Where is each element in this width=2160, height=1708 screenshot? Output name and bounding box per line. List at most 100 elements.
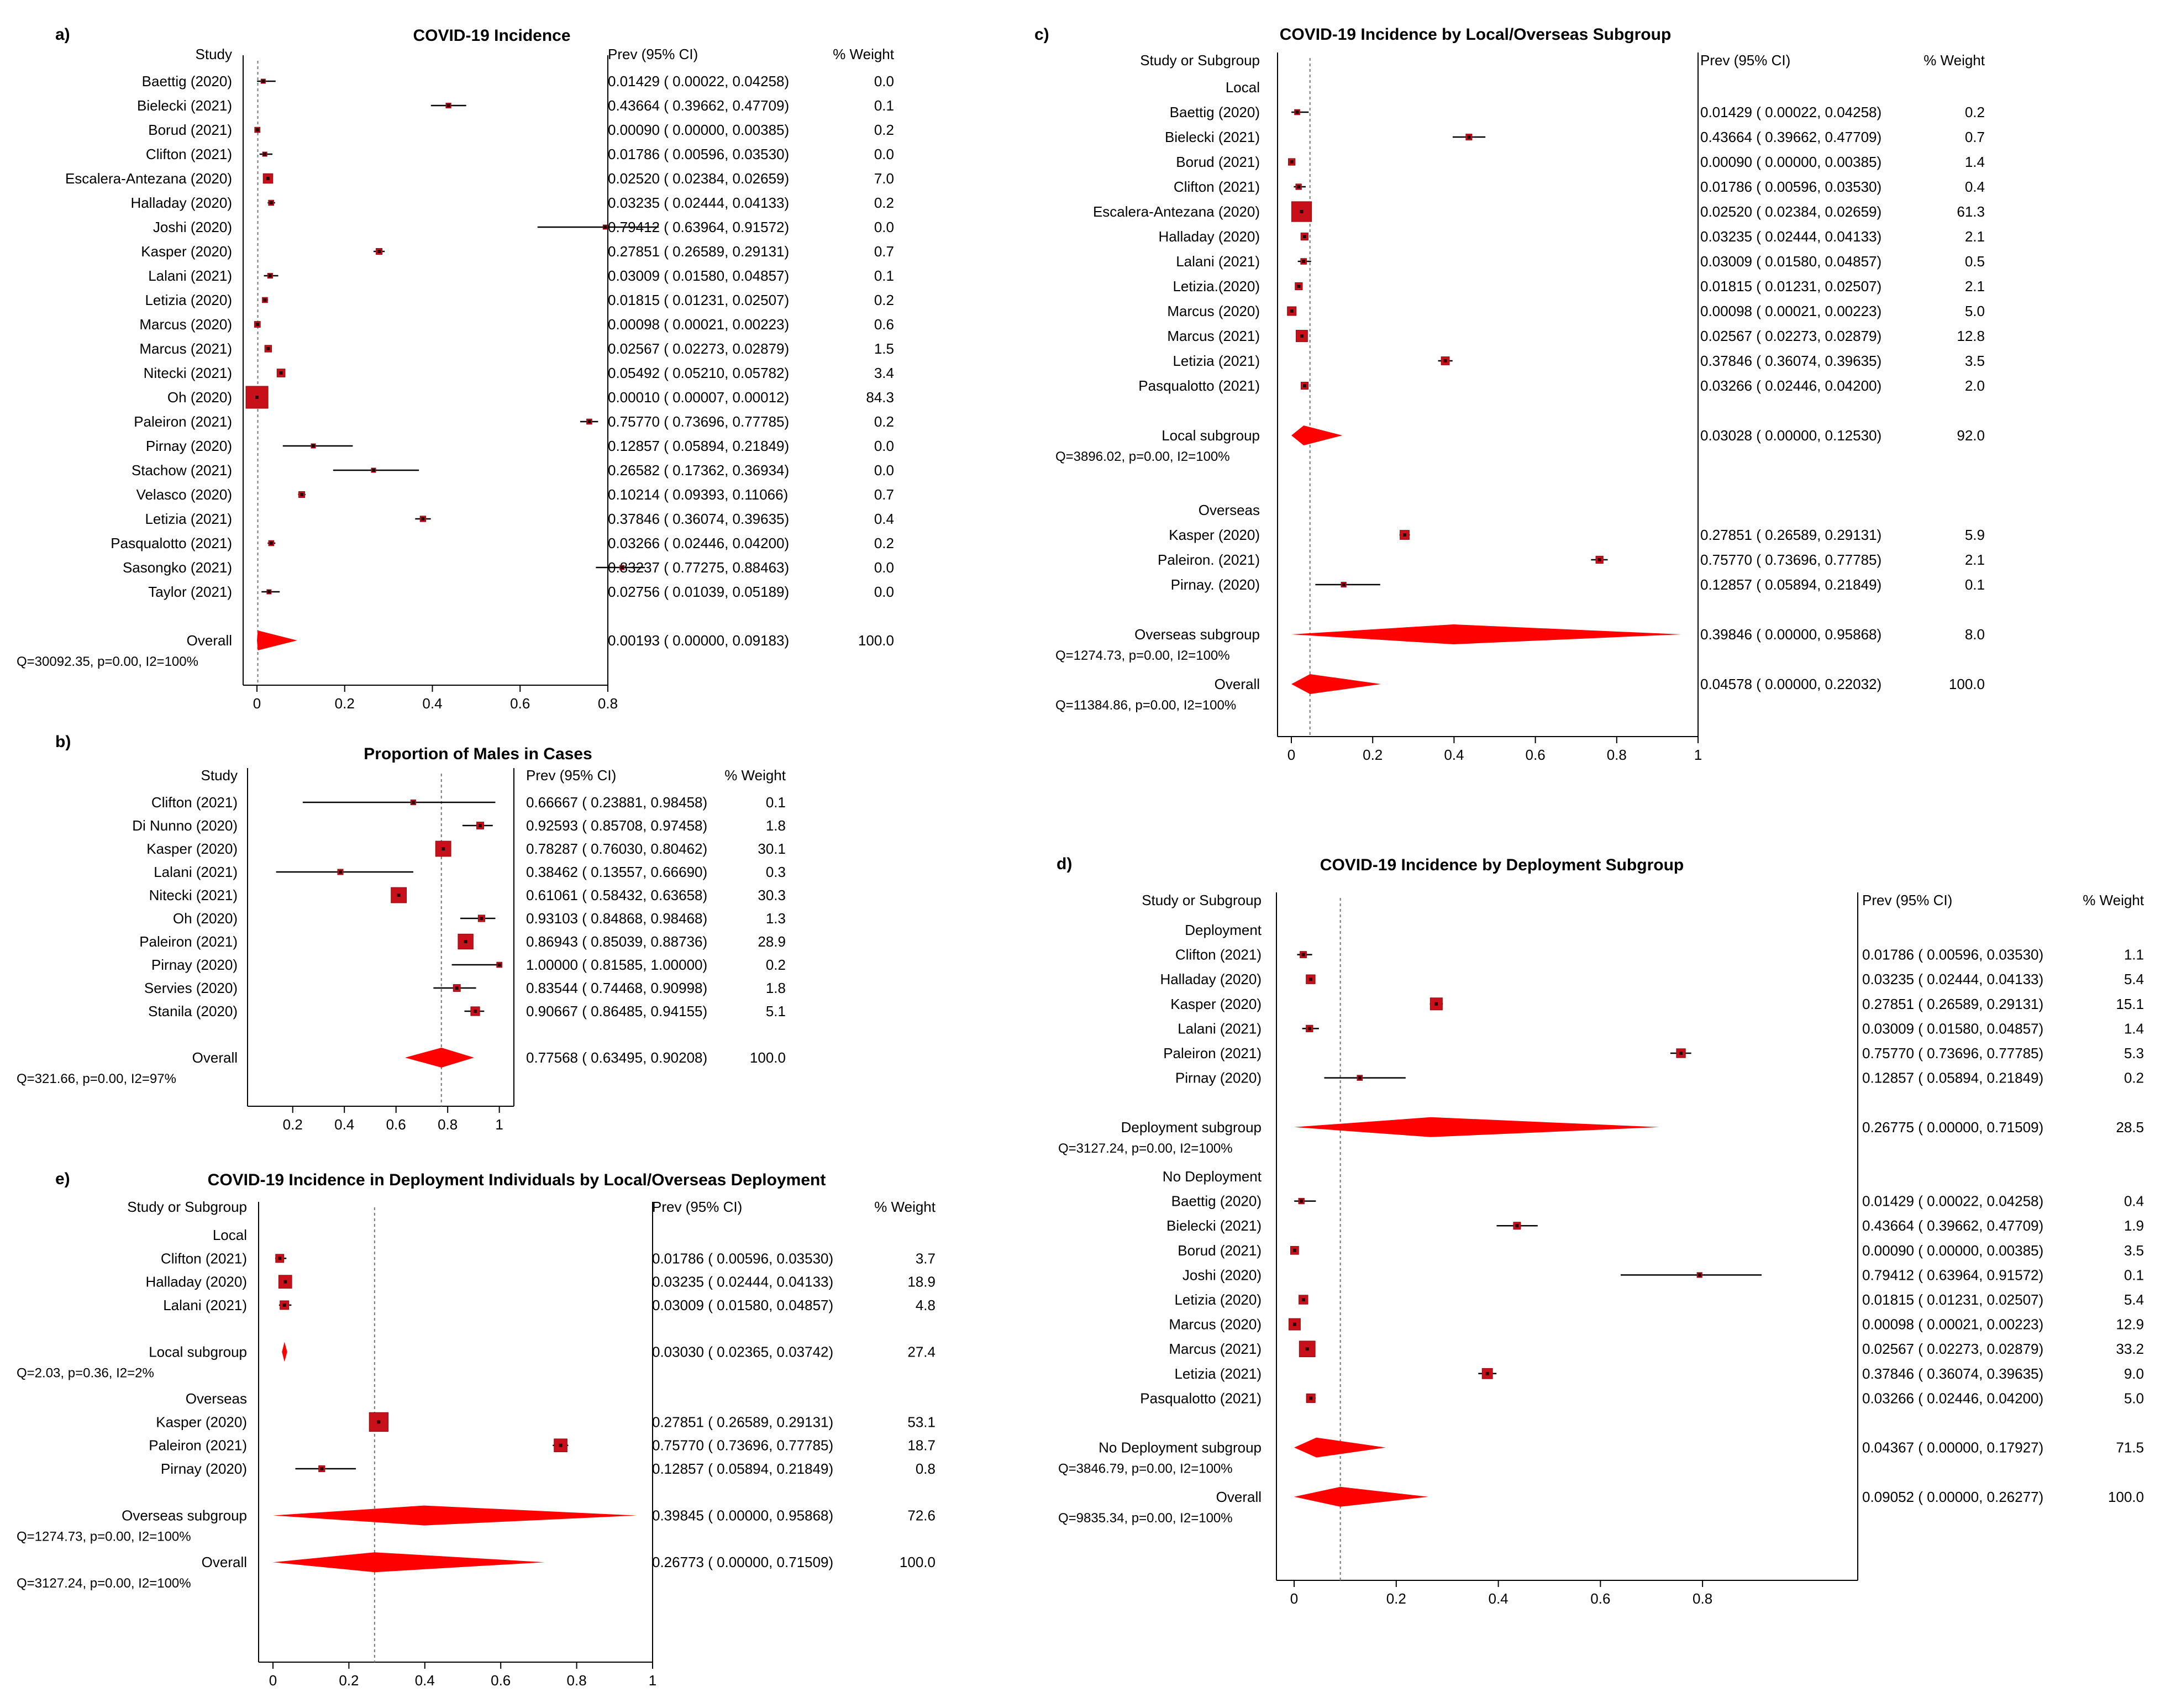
- weight-value: 100.0: [750, 1049, 786, 1066]
- weight-value: 15.1: [2116, 996, 2144, 1012]
- study-label: Kasper (2020): [146, 840, 238, 857]
- x-tick-label: 0.2: [339, 1672, 359, 1689]
- weight-value: 27.4: [907, 1344, 936, 1360]
- pooled-label: Deployment subgroup: [1121, 1119, 1262, 1136]
- ci-value: 0.10214 ( 0.09393, 0.11066): [608, 486, 788, 503]
- study-estimate-center: [255, 323, 259, 326]
- x-tick-label: 0.8: [567, 1672, 587, 1689]
- study-estimate-center: [397, 894, 401, 897]
- x-tick-label: 0.6: [386, 1116, 406, 1133]
- weight-value: 72.6: [907, 1507, 936, 1524]
- weight-value: 1.4: [2124, 1020, 2144, 1037]
- ci-value: 0.03009 ( 0.01580, 0.04857): [608, 267, 789, 284]
- pooled-diamond: [273, 1552, 545, 1573]
- study-estimate-center: [1302, 260, 1306, 263]
- study-estimate-center: [1295, 111, 1299, 114]
- weight-value: 4.8: [916, 1297, 936, 1313]
- study-estimate-center: [268, 274, 272, 277]
- study-estimate-center: [263, 153, 267, 156]
- heterogeneity-stats: Q=321.66, p=0.00, I2=97%: [17, 1071, 176, 1086]
- x-tick-label: 0.4: [415, 1672, 435, 1689]
- weight-value: 3.7: [916, 1250, 936, 1266]
- weight-value: 0.2: [2124, 1070, 2144, 1086]
- weight-value: 0.0: [874, 559, 894, 576]
- study-estimate-center: [255, 396, 259, 399]
- study-estimate-center: [1297, 285, 1301, 288]
- study-label: Baettig (2020): [1170, 104, 1260, 120]
- weight-value: 1.3: [766, 910, 786, 927]
- weight-value: 33.2: [2116, 1341, 2144, 1357]
- pooled-diamond: [1291, 624, 1681, 644]
- study-estimate-center: [620, 566, 624, 569]
- study-estimate-center: [339, 870, 343, 874]
- pooled-label: Overall: [1215, 676, 1260, 692]
- pooled-diamond: [1291, 674, 1381, 694]
- study-label: Pasqualotto (2021): [1138, 377, 1260, 394]
- panel-label: c): [1034, 25, 1049, 44]
- weight-value: 0.4: [2124, 1193, 2144, 1210]
- pooled-label: Local subgroup: [149, 1344, 247, 1360]
- ci-value: 0.27851 ( 0.26589, 0.29131): [1700, 527, 1882, 543]
- study-label: Kasper (2020): [1170, 996, 1262, 1012]
- panel-label: d): [1057, 855, 1072, 873]
- ci-value: 0.12857 ( 0.05894, 0.21849): [1700, 576, 1882, 593]
- weight-value: 5.4: [2124, 971, 2144, 987]
- ci-value: 0.03028 ( 0.00000, 0.12530): [1700, 427, 1882, 444]
- study-estimate-center: [279, 371, 283, 375]
- ci-value: 0.00010 ( 0.00007, 0.00012): [608, 389, 789, 406]
- study-estimate-center: [1301, 1298, 1305, 1301]
- ci-value: 0.86943 ( 0.85039, 0.88736): [526, 933, 707, 950]
- weight-value: 1.8: [766, 817, 786, 834]
- study-estimate-center: [1342, 583, 1346, 586]
- study-label: Velasco (2020): [136, 486, 232, 503]
- ci-value: 0.39845 ( 0.00000, 0.95868): [652, 1507, 833, 1524]
- weight-value: 18.7: [907, 1437, 936, 1454]
- study-column-header: Study or Subgroup: [1140, 52, 1260, 69]
- subgroup-heading: Overseas: [1199, 502, 1260, 518]
- weight-value: 5.3: [2124, 1045, 2144, 1061]
- study-estimate-center: [269, 201, 273, 204]
- study-estimate-center: [263, 298, 267, 302]
- panel-label: a): [55, 25, 70, 44]
- ci-value: 0.75770 ( 0.73696, 0.77785): [1862, 1045, 2043, 1061]
- x-tick-label: 0.4: [1444, 747, 1464, 763]
- study-label: Bielecki (2021): [137, 97, 232, 114]
- panel-title: COVID-19 Incidence in Deployment Individ…: [208, 1171, 826, 1189]
- pooled-label: No Deployment subgroup: [1099, 1439, 1262, 1456]
- x-tick-label: 0: [269, 1672, 277, 1689]
- ci-value: 0.02567 ( 0.02273, 0.02879): [1862, 1341, 2043, 1357]
- study-estimate-center: [464, 940, 467, 943]
- ci-value: 0.01815 ( 0.01231, 0.02507): [1862, 1291, 2043, 1308]
- ci-value: 0.03030 ( 0.02365, 0.03742): [652, 1344, 833, 1360]
- weight-value: 0.0: [874, 73, 894, 90]
- study-label: Joshi (2020): [1183, 1266, 1262, 1283]
- heterogeneity-stats: Q=3896.02, p=0.00, I2=100%: [1055, 449, 1230, 464]
- weight-value: 100.0: [900, 1554, 936, 1570]
- weight-value: 2.1: [1965, 278, 1985, 295]
- ci-value: 0.00090 ( 0.00000, 0.00385): [1862, 1242, 2043, 1259]
- pooled-label: Local subgroup: [1162, 427, 1260, 444]
- study-label: Paleiron (2021): [1163, 1045, 1262, 1061]
- study-estimate-center: [377, 1420, 381, 1424]
- study-estimate-center: [255, 128, 259, 132]
- panel-title: Proportion of Males in Cases: [364, 745, 592, 763]
- ci-value: 0.02520 ( 0.02384, 0.02659): [1700, 203, 1882, 220]
- ci-value: 0.90667 ( 0.86485, 0.94155): [526, 1003, 707, 1019]
- pooled-diamond: [273, 1505, 637, 1526]
- study-column-header: Study: [196, 46, 233, 62]
- ci-value: 0.03235 ( 0.02444, 0.04133): [608, 195, 789, 211]
- ci-value: 0.01429 ( 0.00022, 0.04258): [1862, 1193, 2043, 1210]
- study-estimate-center: [377, 250, 381, 253]
- study-label: Lalani (2021): [148, 267, 232, 284]
- study-estimate-center: [1290, 309, 1294, 313]
- weight-value: 5.1: [766, 1003, 786, 1019]
- ci-value: 0.01429 ( 0.00022, 0.04258): [608, 73, 789, 90]
- weight-value: 0.8: [916, 1460, 936, 1477]
- weight-value: 0.0: [874, 462, 894, 479]
- study-estimate-center: [1515, 1224, 1519, 1228]
- subgroup-heading: Local: [213, 1227, 247, 1243]
- ci-value: 0.00090 ( 0.00000, 0.00385): [1700, 154, 1882, 170]
- study-label: Stanila (2020): [148, 1003, 238, 1019]
- study-estimate-center: [283, 1280, 287, 1284]
- study-estimate-center: [320, 1467, 324, 1470]
